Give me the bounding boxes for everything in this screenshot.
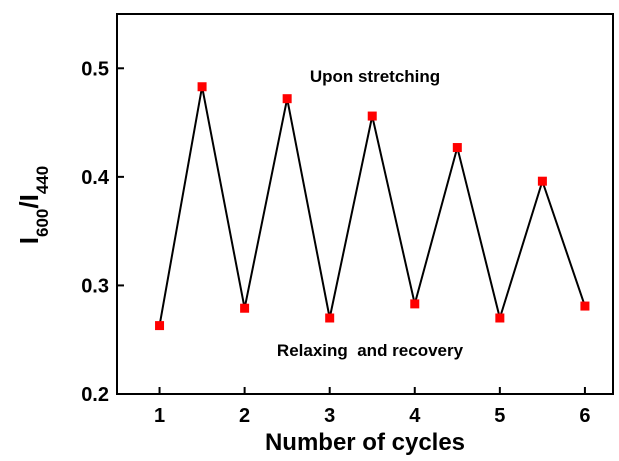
plot-frame: [116, 13, 614, 395]
data-point: [240, 303, 250, 313]
y-axis-label-part: 600: [33, 209, 52, 237]
x-tick-label: 6: [579, 405, 590, 427]
y-axis-label-part: /I: [14, 194, 44, 208]
y-axis-label: I600/I440: [14, 166, 52, 244]
x-tick-label: 3: [324, 405, 335, 427]
data-point: [197, 82, 207, 92]
data-point: [452, 143, 462, 153]
data-point: [155, 321, 165, 331]
data-point: [537, 176, 547, 186]
data-point: [325, 313, 335, 323]
x-tick-label: 5: [494, 405, 505, 427]
data-point: [282, 94, 292, 104]
y-axis-label-part: I: [14, 237, 44, 244]
data-point: [580, 301, 590, 311]
x-tick-label: 2: [239, 405, 250, 427]
data-point: [367, 111, 377, 121]
y-tick-label: 0.2: [81, 384, 109, 406]
annotation: Upon stretching: [310, 67, 440, 86]
x-axis-label: Number of cycles: [265, 429, 465, 456]
data-point: [410, 299, 420, 309]
annotation: Relaxing and recovery: [277, 341, 464, 360]
data-point: [495, 313, 505, 323]
y-axis-label-part: 440: [33, 166, 52, 194]
x-tick-label: 4: [409, 405, 421, 427]
x-tick-label: 1: [154, 405, 165, 427]
y-tick-label: 0.4: [81, 167, 110, 189]
y-tick-label: 0.5: [81, 58, 109, 80]
y-tick-label: 0.3: [81, 275, 109, 297]
series-line: [158, 86, 586, 326]
